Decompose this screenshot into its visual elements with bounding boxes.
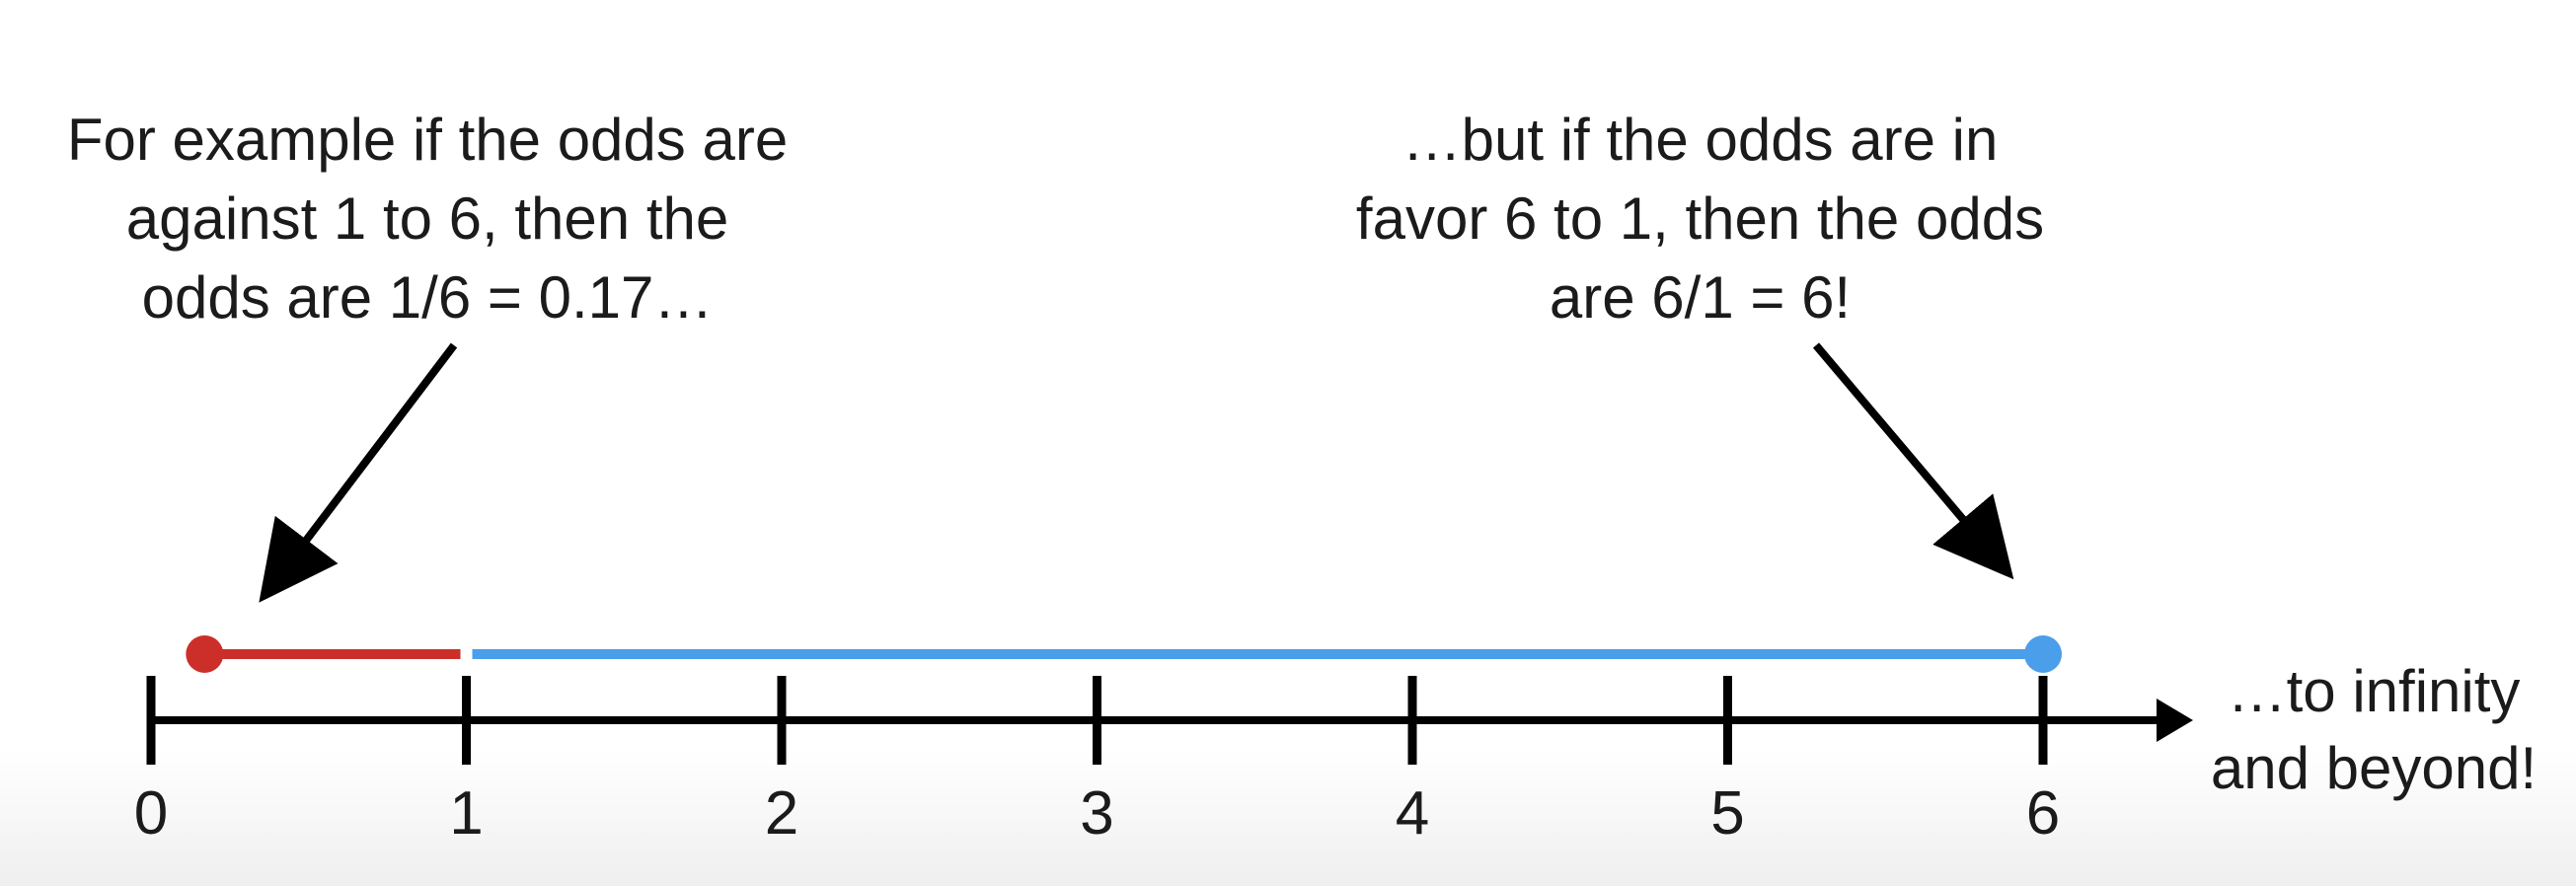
tick-label-2: 2 <box>764 779 799 848</box>
left-callout-text: For example if the odds are against 1 to… <box>0 101 855 337</box>
axis-ticks <box>146 676 2048 765</box>
left-callout-line-2: against 1 to 6, then the <box>125 185 729 252</box>
bottom-shadow <box>0 750 2576 886</box>
tick-label-0: 0 <box>133 779 169 848</box>
left-callout-arrow <box>259 342 458 603</box>
axis-arrowhead <box>2157 699 2193 742</box>
right-callout-text: …but if the odds are in favor 6 to 1, th… <box>1244 101 2157 337</box>
tick-label-3: 3 <box>1080 779 1114 848</box>
right-callout-line-1: …but if the odds are in <box>1402 107 1999 173</box>
left-callout-line-1: For example if the odds are <box>66 107 789 173</box>
odds-against-endpoint <box>186 635 224 673</box>
tick-label-5: 5 <box>1710 779 1745 848</box>
right-callout-arrow <box>1812 342 2014 580</box>
axis-tail-line-1: …to infinity <box>2227 658 2521 724</box>
left-callout-line-3: odds are 1/6 = 0.17… <box>141 264 714 331</box>
right-callout-line-2: favor 6 to 1, then the odds <box>1355 185 2045 252</box>
right-callout-line-3: are 6/1 = 6! <box>1549 264 1852 331</box>
odds-favor-endpoint <box>2024 635 2062 673</box>
tick-label-6: 6 <box>2025 779 2061 848</box>
tick-label-1: 1 <box>449 779 484 848</box>
tick-label-4: 4 <box>1395 779 1430 848</box>
axis-tail-line-2: and beyond! <box>2210 735 2538 801</box>
axis-tail-text: …to infinity and beyond! <box>2181 653 2566 807</box>
